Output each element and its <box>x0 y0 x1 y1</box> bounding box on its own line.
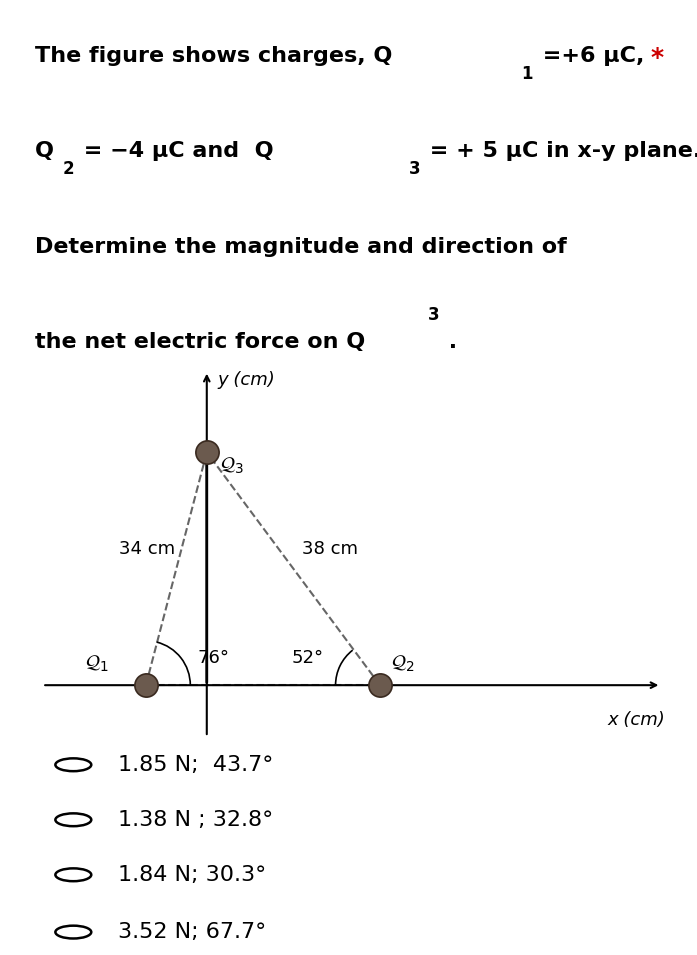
Text: = + 5 μC in x-y plane.: = + 5 μC in x-y plane. <box>422 141 697 161</box>
Text: 76°: 76° <box>198 648 230 667</box>
Text: 1: 1 <box>521 65 533 83</box>
Text: $\mathcal{Q}_2$: $\mathcal{Q}_2$ <box>391 654 415 674</box>
Text: 1.38 N ; 32.8°: 1.38 N ; 32.8° <box>118 810 273 830</box>
Text: y (cm): y (cm) <box>218 371 275 389</box>
Text: .: . <box>441 332 457 352</box>
Text: the net electric force on Q: the net electric force on Q <box>35 332 365 352</box>
Text: Q: Q <box>35 141 54 161</box>
Text: 3: 3 <box>428 306 440 324</box>
Point <box>374 677 385 692</box>
Text: The figure shows charges, Q: The figure shows charges, Q <box>35 46 392 66</box>
Text: 34 cm: 34 cm <box>118 540 175 558</box>
Text: 38 cm: 38 cm <box>302 540 358 558</box>
Text: =+6 μC,: =+6 μC, <box>535 46 644 66</box>
Text: = −4 μC and  Q: = −4 μC and Q <box>76 141 273 161</box>
Text: $\mathcal{Q}_1$: $\mathcal{Q}_1$ <box>85 654 109 674</box>
Text: 2: 2 <box>63 160 75 179</box>
Text: 1.84 N; 30.3°: 1.84 N; 30.3° <box>118 865 266 884</box>
Text: x (cm): x (cm) <box>607 711 665 729</box>
Text: $\mathcal{Q}_3$: $\mathcal{Q}_3$ <box>220 456 245 477</box>
Text: 52°: 52° <box>291 648 323 667</box>
Text: 1.85 N;  43.7°: 1.85 N; 43.7° <box>118 754 274 775</box>
Point <box>140 677 151 692</box>
Text: 3.52 N; 67.7°: 3.52 N; 67.7° <box>118 923 266 942</box>
Point <box>201 445 213 460</box>
Text: *: * <box>651 46 664 70</box>
Text: Determine the magnitude and direction of: Determine the magnitude and direction of <box>35 237 567 257</box>
Text: 3: 3 <box>409 160 420 179</box>
